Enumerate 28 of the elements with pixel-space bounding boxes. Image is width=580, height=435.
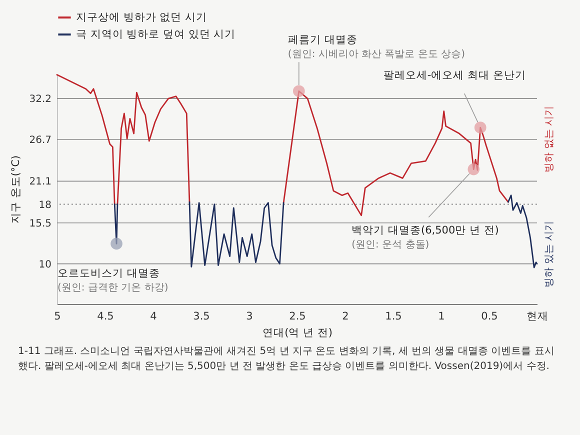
x-tick-label: 4.5 xyxy=(97,310,114,322)
y-tick-label: 32.2 xyxy=(29,94,52,106)
annotation: 오르도비스기 대멸종 (원인: 급격한 기온 하강) xyxy=(58,268,168,294)
y-tick-label: 18 xyxy=(38,200,52,211)
y-axis-title: 지구 온도(°C) xyxy=(10,155,22,224)
y-tick-label: 10 xyxy=(38,259,52,270)
x-tick-label: 5 xyxy=(54,310,61,322)
text: 빙하 있는 시기 xyxy=(544,220,555,288)
text: 1-11 그래프. 스미소니언 국립자연사박물관에 새겨진 5억 년 지구 온도 변화의 기록, 세 번의 생물 대멸종 이벤트를 표시했다. 팔레오세-에오세 최대 온난기는 5,500만 년 전 발생한 온도 급상승 이벤트를 의미한다. Vossen(2019)에서 수정. xyxy=(18,345,556,374)
x-tick-label: 4 xyxy=(150,310,158,322)
y-tick-label: 21.1 xyxy=(29,176,52,188)
x-tick-label: 3.5 xyxy=(193,310,210,322)
x-tick-label: 2.5 xyxy=(289,310,306,322)
legend-label: 지구상에 빙하가 없던 시기 xyxy=(76,12,208,24)
x-tick-label: 2 xyxy=(342,310,349,322)
y-tick-label: 26.7 xyxy=(29,135,52,146)
y-tick-label: 15.5 xyxy=(29,218,52,230)
x-tick-label: 0.5 xyxy=(481,310,498,322)
x-tick-label: 현재 xyxy=(526,310,548,322)
text: 빙하 없는 시기 xyxy=(544,106,555,172)
x-axis-title: 연대(억 년 전) xyxy=(262,327,332,339)
annotation: 페름기 대멸종 (원인: 시베리아 화산 폭발로 온도 상승) xyxy=(288,34,466,60)
annotation: 팔레오세-에오세 최대 온난기 xyxy=(383,70,526,82)
x-tick-label: 3 xyxy=(246,310,253,322)
legend-label: 극 지역이 빙하로 덮여 있던 시기 xyxy=(76,28,236,40)
x-tick-label: 1.5 xyxy=(385,310,402,322)
annotation: 백악기 대멸종(6,500만 년 전) (원인: 운석 충돌) xyxy=(352,224,499,250)
x-tick-label: 1 xyxy=(438,310,445,322)
